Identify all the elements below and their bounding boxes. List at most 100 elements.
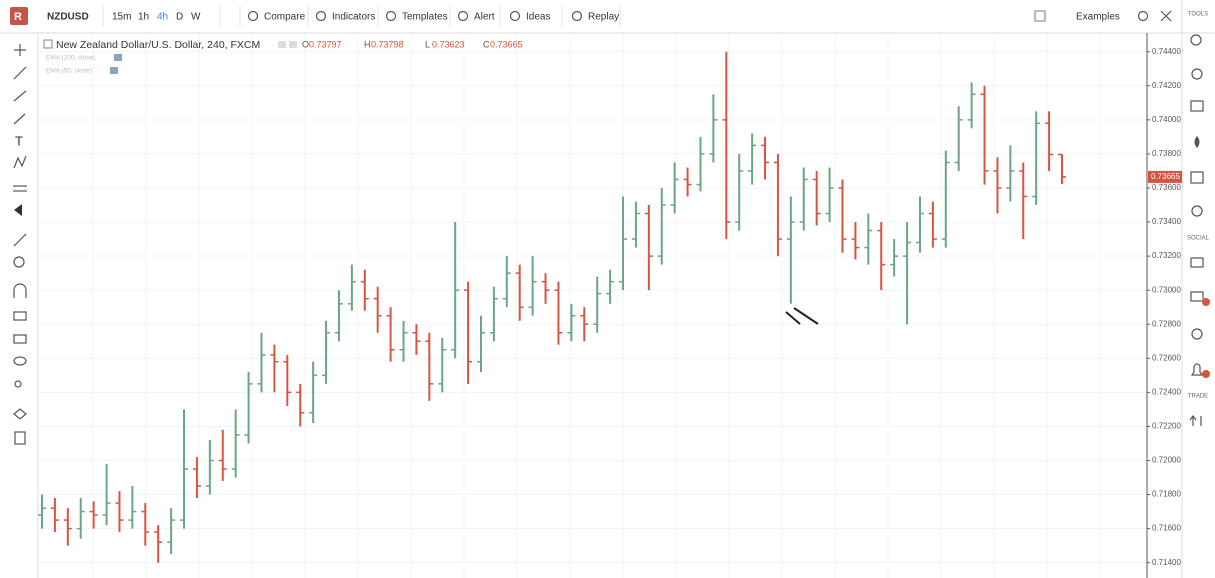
ohlc-bar xyxy=(270,344,279,393)
ohlc-bar xyxy=(438,337,447,393)
ohlc-bar xyxy=(244,371,253,444)
settings-icon[interactable] xyxy=(1137,10,1149,22)
indicator-button[interactable] xyxy=(110,67,118,74)
ohlc-bar xyxy=(515,264,524,321)
symbol[interactable]: NZDUSD xyxy=(47,12,89,23)
ohlc-bar xyxy=(167,508,176,555)
y-tick-label: 0.72000 xyxy=(1152,456,1181,465)
streams-icon[interactable] xyxy=(1191,328,1203,340)
fullscreen-toggle[interactable] xyxy=(1034,10,1046,22)
logo[interactable] xyxy=(10,7,28,25)
ohlc-bar xyxy=(283,354,292,406)
indicator-button[interactable] xyxy=(114,54,122,61)
ohlc-bar xyxy=(38,494,46,529)
cursor xyxy=(785,307,819,325)
button-icon xyxy=(571,10,583,22)
trade-icon[interactable] xyxy=(1189,415,1202,426)
ohlc-bar xyxy=(257,332,266,393)
ohlc-bar xyxy=(464,281,473,384)
ohlc-bar xyxy=(993,157,1002,214)
left-tools: T xyxy=(13,44,27,445)
hotlist-icon[interactable] xyxy=(1194,136,1200,148)
interval-button[interactable]: W xyxy=(191,12,201,23)
private-chat-icon[interactable] xyxy=(1190,291,1204,302)
sidebar-section: SOCIAL xyxy=(1187,236,1210,242)
y-tick-label: 0.73000 xyxy=(1152,285,1181,294)
expand-icon[interactable] xyxy=(1160,10,1172,22)
button-icon xyxy=(509,10,521,22)
ohlc-bar xyxy=(373,286,382,333)
lock-tool[interactable] xyxy=(13,334,27,344)
ohlc-bar xyxy=(412,324,421,355)
ohlc-bar xyxy=(115,491,124,533)
pattern-tool[interactable] xyxy=(13,155,27,169)
notifications-icon[interactable] xyxy=(1190,363,1204,376)
search-icon[interactable] xyxy=(1190,34,1202,46)
ohlc-value: 0.73623 xyxy=(432,39,465,49)
toolbar-button[interactable]: Indicators xyxy=(332,12,375,23)
y-tick-label: 0.73200 xyxy=(1152,251,1181,260)
alert-icon[interactable] xyxy=(1191,68,1203,80)
ohlc-bar xyxy=(593,276,602,333)
ohlc-bar xyxy=(825,167,834,223)
examples-button[interactable]: Examples xyxy=(1076,12,1120,23)
ohlc-bar xyxy=(619,196,628,291)
ohlc-bar xyxy=(773,153,782,257)
ruler-tool[interactable] xyxy=(13,233,27,247)
layers-tool[interactable] xyxy=(13,408,27,420)
back-tool[interactable] xyxy=(14,204,22,216)
ohlc-bar xyxy=(50,497,59,533)
ohlc-bar xyxy=(180,409,189,529)
ohlc-bar xyxy=(928,201,937,248)
collapse-icon[interactable] xyxy=(43,39,53,49)
legend-button[interactable] xyxy=(289,41,297,48)
interval-button[interactable]: 1h xyxy=(138,12,149,23)
ohlc-bar xyxy=(812,170,821,226)
ohlc-bar xyxy=(838,179,847,253)
top-bar xyxy=(0,0,1215,33)
ohlc-bar xyxy=(903,222,912,325)
ohlc-bar xyxy=(967,82,976,129)
ohlc-bar xyxy=(657,187,666,265)
calendar-icon[interactable] xyxy=(1190,171,1204,184)
ohlc-bar xyxy=(786,196,795,304)
magnet-tool[interactable] xyxy=(13,283,27,298)
ohlc-bar xyxy=(980,85,989,185)
trend-tool[interactable] xyxy=(13,66,27,80)
ohlc-bar xyxy=(864,213,873,265)
fib-tool[interactable] xyxy=(13,90,27,102)
y-tick-label: 0.72800 xyxy=(1152,319,1181,328)
zoom-tool[interactable] xyxy=(13,256,25,268)
toolbar-button[interactable]: Ideas xyxy=(526,12,550,23)
ohlc-bar xyxy=(89,501,98,529)
ohlc-bar xyxy=(476,315,485,372)
ohlc-bar xyxy=(141,503,150,546)
ohlc-bar xyxy=(1019,162,1028,240)
ohlc-bar xyxy=(309,361,318,424)
ohlc-letter: C xyxy=(483,39,490,49)
brush-tool[interactable] xyxy=(13,113,26,125)
chat-icon[interactable] xyxy=(1190,257,1204,268)
link-tool[interactable] xyxy=(14,380,22,388)
toolbar-button[interactable]: Alert xyxy=(474,12,495,23)
interval-button[interactable]: 15m xyxy=(112,12,131,23)
button-icon xyxy=(247,10,259,22)
ideas-icon[interactable] xyxy=(1191,205,1203,217)
logo-letter: R xyxy=(14,11,22,23)
toolbar-button[interactable]: Compare xyxy=(264,12,306,23)
eye-tool[interactable] xyxy=(13,356,27,366)
trash-tool[interactable] xyxy=(14,431,26,445)
watchlist-icon[interactable] xyxy=(1190,100,1204,112)
legend-button[interactable] xyxy=(278,41,286,48)
text-tool[interactable]: T xyxy=(15,133,23,148)
ohlc-bar xyxy=(709,94,718,163)
toolbar-button[interactable]: Replay xyxy=(588,12,619,23)
sidebar-section: TOOLS xyxy=(1188,12,1208,18)
interval-button[interactable]: D xyxy=(176,12,183,23)
lock-drawing-tool[interactable] xyxy=(13,311,27,321)
y-tick-label: 0.71400 xyxy=(1152,558,1181,567)
interval-button[interactable]: 4h xyxy=(157,12,168,23)
ohlc-bar xyxy=(696,136,705,192)
ohlc-value: 0.73665 xyxy=(490,39,523,49)
toolbar-button[interactable]: Templates xyxy=(402,12,448,23)
